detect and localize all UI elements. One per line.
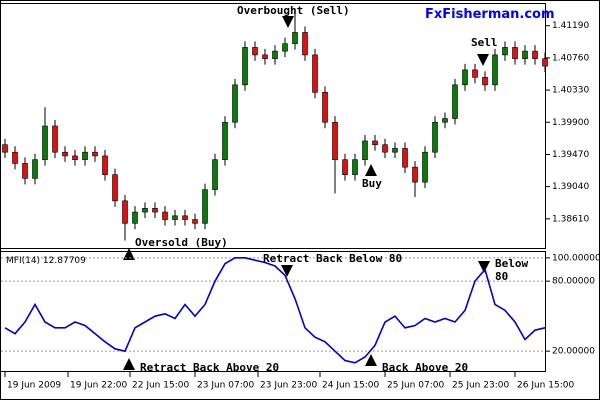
candle-body	[112, 174, 118, 202]
candle-body	[502, 47, 508, 56]
candle-body	[302, 32, 308, 56]
candle-body	[452, 84, 458, 119]
candle-body	[472, 69, 478, 78]
candle-body	[332, 121, 338, 160]
arrow-down	[282, 16, 294, 28]
candle-body	[22, 163, 28, 179]
y-tick-label: 1.39900	[552, 118, 589, 128]
x-tick-label: 26 Jun 15:00	[517, 381, 574, 391]
y-tick-label: 80.00000	[552, 277, 595, 287]
y-tick-label: 1.40760	[552, 53, 589, 63]
arrow-up	[365, 164, 377, 176]
y-tick-label: 20.00000	[552, 347, 595, 357]
candle-body	[352, 159, 358, 175]
candle-body	[262, 54, 268, 59]
candle-body	[52, 125, 58, 153]
mfi-panel	[0, 251, 546, 372]
candle-body	[232, 84, 238, 123]
candle-body	[482, 77, 488, 86]
x-tick-label: 24 Jun 15:00	[322, 381, 379, 391]
candle-body	[392, 148, 398, 153]
candle-body	[252, 47, 258, 56]
price-panel	[0, 3, 546, 249]
arrow-up	[365, 354, 377, 366]
arrow-up	[123, 248, 135, 260]
x-tick-label: 22 Jun 15:00	[132, 381, 189, 391]
candle-body	[512, 47, 518, 59]
candle-body	[62, 151, 68, 157]
y-tick-label: 1.39470	[552, 150, 589, 160]
candle-body	[382, 144, 388, 153]
candle-body	[272, 50, 278, 59]
x-tick-label: 23 Jun 23:00	[260, 381, 317, 391]
arrow-down	[477, 54, 489, 66]
x-tick-label: 25 Jun 07:00	[387, 381, 444, 391]
candle-body	[442, 118, 448, 123]
candle-body	[42, 125, 48, 160]
candle-body	[492, 54, 498, 86]
candle-body	[72, 155, 78, 160]
candle-body	[142, 208, 148, 213]
annotation: Retract Back Below 80	[263, 252, 403, 265]
candle-body	[192, 219, 198, 224]
candle-body	[292, 32, 298, 44]
indicator-title: MFI(14) 12.87709	[6, 256, 86, 266]
y-tick-label: 100.00000	[552, 253, 600, 263]
candle-body	[242, 47, 248, 86]
candle-body	[522, 50, 528, 59]
candle-body	[432, 121, 438, 153]
annotation: Oversold (Buy)	[135, 236, 228, 249]
x-tick-label: 19 Jun 2009	[7, 381, 61, 391]
candle-body	[322, 92, 328, 123]
annotation: Below 80	[495, 257, 529, 283]
arrows	[123, 16, 490, 370]
candle-body	[312, 54, 318, 93]
y-tick-label: 1.41190	[552, 21, 589, 31]
candle-body	[152, 208, 158, 213]
candle-body	[32, 159, 38, 179]
annotation: Retract Back Above 20	[140, 361, 280, 374]
watermark: FxFisherman.com	[425, 7, 555, 22]
candle-body	[422, 151, 428, 183]
arrow-down	[281, 265, 293, 277]
annotation: Buy	[362, 177, 382, 190]
candle-body	[412, 166, 418, 183]
candle-body	[122, 200, 128, 224]
y-tick-label: 1.39040	[552, 182, 589, 192]
y-tick-label: 1.40330	[552, 86, 589, 96]
candle-body	[2, 144, 8, 153]
candle-body	[82, 151, 88, 160]
candle-body	[132, 211, 138, 224]
arrow-up	[123, 358, 135, 370]
candle-body	[282, 43, 288, 52]
candle-body	[162, 211, 168, 220]
candle-body	[212, 159, 218, 190]
annotation: Sell	[471, 36, 498, 49]
candle-body	[462, 69, 468, 86]
mfi-line	[4, 257, 546, 364]
x-tick-label: 23 Jun 07:00	[197, 381, 254, 391]
candle-body	[12, 151, 18, 164]
candle-body	[532, 50, 538, 59]
candle-body	[372, 140, 378, 146]
candle-body	[202, 189, 208, 224]
candle-body	[362, 140, 368, 160]
candle-body	[402, 148, 408, 168]
y-tick-label: 1.38610	[552, 214, 589, 224]
candle-body	[542, 58, 548, 67]
candle-body	[182, 215, 188, 220]
candle-body	[102, 155, 108, 175]
arrow-down	[478, 261, 490, 273]
candle-body	[222, 121, 228, 160]
x-tick-label: 25 Jun 23:00	[452, 381, 509, 391]
x-tick-label: 19 Jun 22:00	[70, 381, 127, 391]
candle-body	[92, 151, 98, 157]
annotation: Back Above 20	[382, 361, 469, 374]
candle-body	[342, 159, 348, 175]
annotation: Overbought (Sell)	[237, 4, 350, 17]
candle-body	[172, 215, 178, 220]
